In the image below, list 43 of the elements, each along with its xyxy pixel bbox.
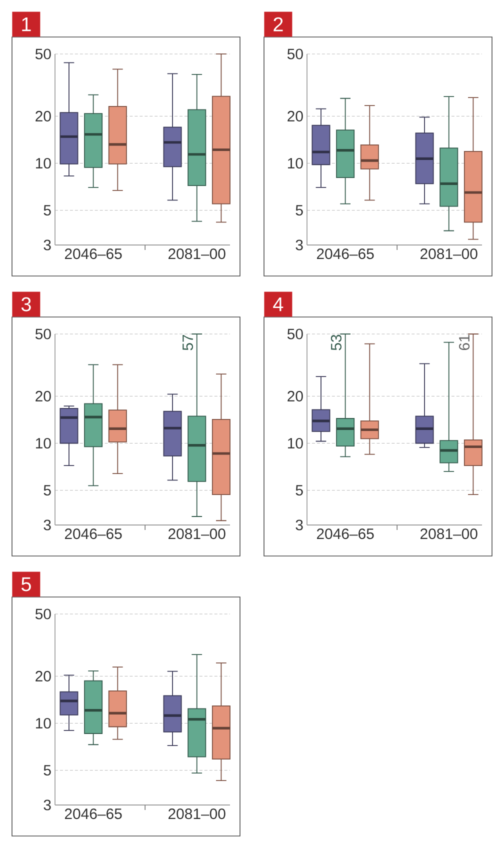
chart-title: 4 — [273, 297, 284, 312]
x-tick-label: 2081–00 — [420, 528, 478, 540]
y-tick-label: 5 — [296, 205, 303, 216]
annotation: 53 — [330, 334, 342, 350]
y-tick-label: 10 — [36, 158, 51, 169]
y-tick-label: 5 — [44, 765, 51, 776]
y-tick-label: 50 — [287, 48, 303, 60]
chart-title: 2 — [274, 17, 283, 32]
x-tick-label: 2046–65 — [316, 248, 374, 260]
y-tick-label: 20 — [36, 670, 51, 682]
y-tick-label: 3 — [296, 240, 303, 250]
y-tick-label: 20 — [36, 110, 51, 122]
x-tick-label: 2081–00 — [420, 248, 478, 260]
x-tick-label: 2046–65 — [64, 528, 122, 540]
y-tick-label: 3 — [296, 520, 303, 530]
y-tick-label: 10 — [36, 438, 51, 449]
y-tick-label: 10 — [36, 718, 51, 729]
x-tick-label: 2046–65 — [316, 528, 374, 540]
x-tick-label: 2081–00 — [168, 808, 226, 820]
y-tick-label: 50 — [35, 608, 51, 620]
y-tick-label: 3 — [44, 520, 51, 530]
annotation: 57 — [182, 334, 194, 350]
y-tick-label: 5 — [296, 485, 303, 496]
y-tick-label: 10 — [288, 158, 303, 169]
x-tick-label: 2046–65 — [64, 808, 122, 820]
chart-title: 5 — [21, 577, 31, 592]
chart-title: 1 — [22, 17, 31, 32]
x-tick-label: 2046–65 — [64, 248, 122, 260]
y-tick-label: 20 — [288, 390, 303, 402]
y-tick-label: 10 — [288, 438, 303, 449]
y-tick-label: 50 — [287, 328, 303, 340]
y-tick-label: 50 — [35, 328, 51, 340]
y-tick-label: 20 — [288, 110, 303, 122]
y-tick-label: 20 — [36, 390, 51, 402]
y-tick-label: 50 — [35, 48, 51, 60]
y-tick-label: 5 — [44, 205, 51, 216]
chart-title: 3 — [21, 297, 31, 312]
annotation: 61 — [458, 334, 470, 350]
x-tick-label: 2081–00 — [168, 528, 226, 540]
y-tick-label: 5 — [44, 485, 51, 496]
y-tick-label: 3 — [44, 240, 51, 250]
y-tick-label: 3 — [44, 800, 51, 810]
x-tick-label: 2081–00 — [168, 248, 226, 260]
